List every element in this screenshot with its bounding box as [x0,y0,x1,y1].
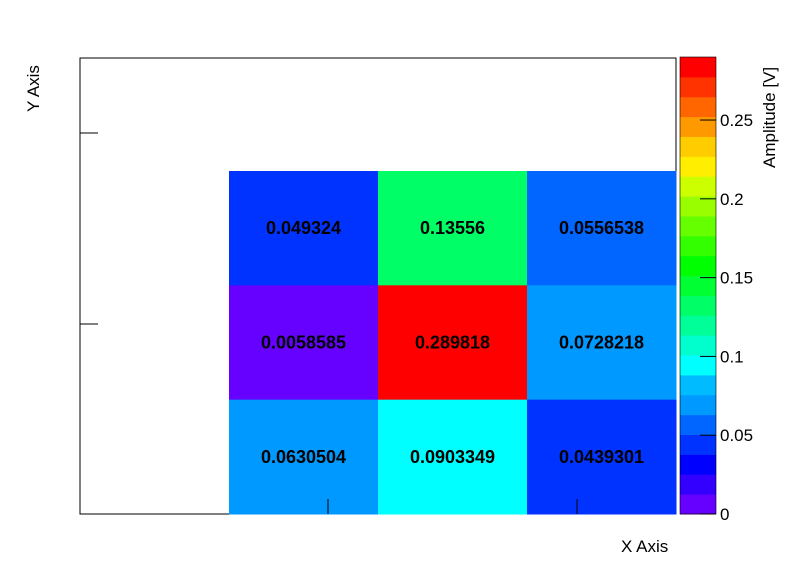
colorbar-segment [680,374,716,396]
heatmap-cell [527,285,677,401]
cell-value-label: 0.289818 [415,332,490,352]
colorbar-segment [680,255,716,277]
colorbar-segment [680,215,716,237]
colorbar-segment [680,156,716,177]
colorbar-segment [680,355,716,376]
colorbar-segment [680,136,716,157]
colorbar-tick-label: 0 [720,505,729,524]
colorbar-segment [680,275,716,296]
colorbar-segment [680,76,716,98]
heatmap-cell [527,171,677,286]
cell-value-label: 0.13556 [420,218,485,238]
colorbar-segment [680,335,716,356]
cell-value-label: 0.0630504 [261,447,346,467]
cell-value-label: 0.0058585 [261,332,346,352]
colorbar-segment [680,176,716,197]
heatmap-cell [527,399,677,515]
cell-value-label: 0.0903349 [410,447,495,467]
cell-value-label: 0.049324 [266,218,341,238]
cell-value-label: 0.0728218 [559,332,644,352]
heatmap-cell [378,285,528,401]
colorbar-tick-label: 0.1 [720,347,744,366]
colorbar-segment [680,474,716,495]
colorbar-segment [680,116,716,137]
colorbar-segment [680,414,716,436]
colorbar-segment [680,57,716,78]
heatmap-cell [378,399,528,515]
colorbar-axis-label: Amplitude [V] [760,66,779,168]
colorbar-segment [680,434,716,455]
colorbar-segment [680,454,716,475]
colorbar-segment [680,315,716,336]
colorbar-tick-label: 0.25 [720,111,753,130]
colorbar-frame [679,56,717,515]
heatmap-cell [378,171,528,286]
colorbar-segment [680,494,716,515]
heatmap-cell [229,171,379,286]
y-axis-label: Y Axis [24,65,43,112]
cell-value-label: 0.0439301 [559,447,644,467]
heatmap-cell [229,399,379,515]
colorbar-tick-label: 0.05 [720,426,753,445]
x-axis-label: X Axis [621,537,669,556]
colorbar-segment [680,394,716,416]
colorbar-tick-label: 0.15 [720,269,753,288]
colorbar-segment [680,295,716,316]
cell-value-label: 0.0556538 [559,218,644,238]
colorbar-segment [680,235,716,257]
colorbar-segment [680,196,716,217]
colorbar-tick-label: 0.2 [720,190,744,209]
heatmap-cell [229,285,379,401]
colorbar-segment [680,96,716,118]
